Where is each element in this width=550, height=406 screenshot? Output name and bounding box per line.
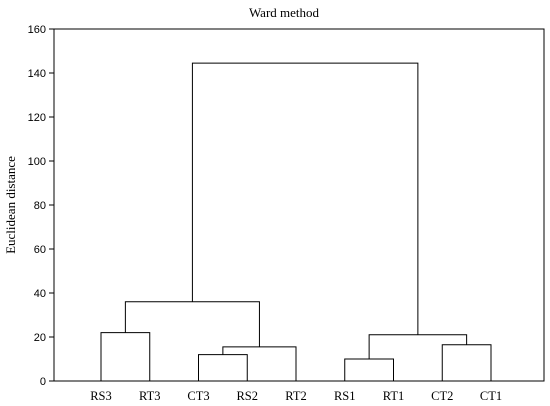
dendrogram-link-1: [100, 332, 151, 381]
leaf-label-rt2: RT2: [285, 389, 306, 403]
dendrogram-link-5: [344, 358, 394, 381]
leaf-label-rs2: RS2: [236, 389, 258, 403]
leaf-label-ct3: CT3: [187, 389, 209, 403]
dendrogram-link-8: [191, 62, 419, 335]
dendrogram-link-3: [222, 346, 297, 381]
y-tick-label: 0: [40, 376, 46, 388]
leaf-label-rt3: RT3: [139, 389, 160, 403]
leaf-labels: RS3 RT3 CT3 RS2 RT2 RS1 RT1 CT2 CT1: [90, 389, 502, 403]
y-tick-label: 80: [34, 200, 46, 212]
leaf-label-ct2: CT2: [431, 389, 453, 403]
leaf-label-rt1: RT1: [383, 389, 404, 403]
y-tick-label: 120: [28, 112, 46, 124]
y-tick-label: 60: [34, 244, 46, 256]
y-tick-label: 140: [28, 68, 46, 80]
plot-frame: [53, 28, 545, 382]
dendrogram-link-6: [441, 344, 492, 381]
y-axis-label: Euclidean distance: [3, 156, 18, 254]
leaf-label-rs1: RS1: [334, 389, 356, 403]
dendrogram-links: [100, 62, 492, 381]
chart-title: Ward method: [249, 5, 320, 20]
y-tick-label: 20: [34, 332, 46, 344]
y-axis: 0 20 40 60 80 100 120 140 160: [28, 24, 54, 388]
y-tick-label: 160: [28, 24, 46, 36]
y-tick-label: 40: [34, 288, 46, 300]
leaf-label-ct1: CT1: [480, 389, 502, 403]
y-tick-label: 100: [28, 156, 46, 168]
leaf-label-rs3: RS3: [90, 389, 112, 403]
dendrogram-link-7: [368, 334, 468, 359]
dendrogram-link-4: [124, 301, 260, 347]
dendrogram-link-2: [198, 354, 248, 381]
